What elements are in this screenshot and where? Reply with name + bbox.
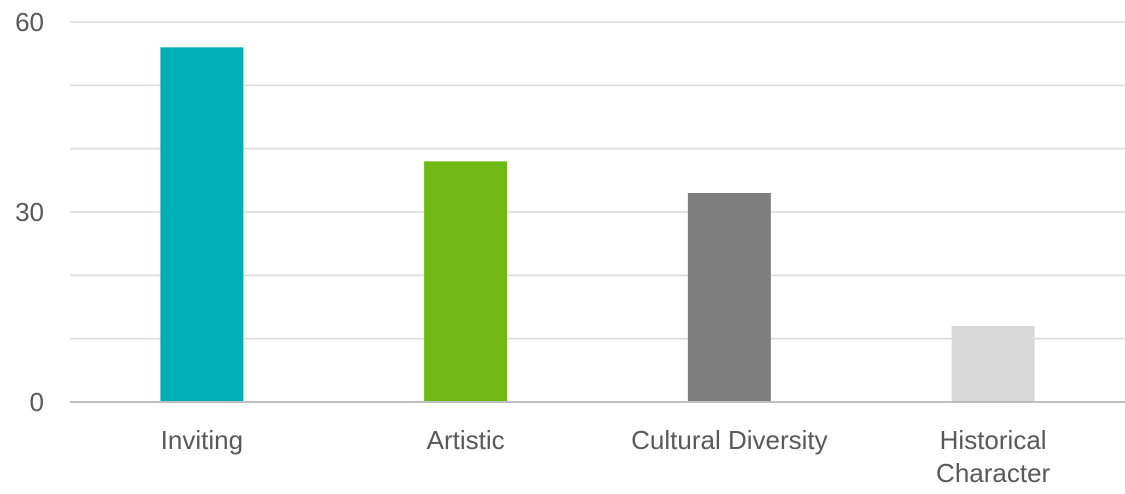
x-category-label: Artistic: [427, 425, 505, 455]
bars: [160, 47, 1035, 402]
x-category-label: Inviting: [161, 425, 243, 455]
bar-historical-character: [951, 326, 1035, 402]
bar-inviting: [160, 47, 244, 402]
y-tick-label: 30: [15, 197, 44, 227]
bar-cultural-diversity: [687, 193, 771, 402]
labels: 0 30 60 Inviting Artistic Cultural Diversity H…: [15, 7, 1050, 488]
bar-artistic: [424, 161, 508, 402]
gridlines: [70, 21, 1125, 340]
y-tick-label: 60: [15, 7, 44, 37]
x-category-label: Cultural Diversity: [631, 425, 828, 455]
y-tick-label: 0: [30, 387, 44, 417]
x-category-label: Historical Character: [936, 425, 1050, 488]
